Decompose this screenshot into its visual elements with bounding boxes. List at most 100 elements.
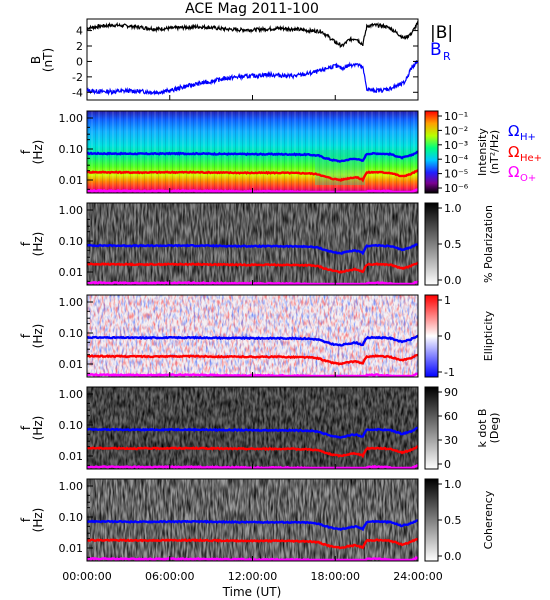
- panel-1-tick-label: 2: [76, 40, 83, 53]
- panel-6-tick-label: 0.10: [59, 511, 84, 524]
- colorbar-ellipticity-ticks: 1 0 -1: [438, 294, 455, 379]
- panel-2-tick-label: 0.10: [59, 143, 84, 156]
- panel-2-tick-label: 0.01: [59, 174, 84, 187]
- gyro-h-plus-line: [87, 150, 418, 163]
- colorbar-coherency-label: Coherency: [482, 490, 495, 549]
- colorbar-tick-label: 0: [444, 458, 451, 471]
- panel-5-tick-label: 0.01: [59, 450, 84, 463]
- time-tick-label: 06:00:00: [145, 570, 194, 583]
- panel-polarization: 1.00 0.10 0.01 f (Hz) 1.0 0.5 0.0 % Polariza…: [19, 202, 495, 287]
- colorbar-tick-label: 0.0: [444, 274, 462, 287]
- panel-3-ylabel: f: [19, 241, 33, 246]
- legend-omega-o: Ω: [508, 163, 519, 181]
- panel-5-y-ticks: 1.00 0.10 0.01: [59, 388, 93, 466]
- time-tick-label: 24:00:00: [393, 570, 442, 583]
- panel-6-yunit: (Hz): [31, 508, 45, 533]
- colorbar-kdotb: [424, 386, 439, 470]
- colorbar-tick-label: 0.5: [444, 238, 462, 251]
- colorbar-tick-label: 10⁻¹: [444, 110, 468, 123]
- colorbar-kdotb-unit: (Deg): [488, 413, 501, 444]
- panel-6-image: [87, 479, 418, 561]
- colorbar-tick-label: 10⁻²: [444, 124, 468, 137]
- colorbar-polarization: [424, 202, 439, 286]
- colorbar-tick-label: 0.5: [444, 514, 462, 527]
- panel-6-tick-label: 0.01: [59, 542, 84, 555]
- colorbar-tick-label: 0: [444, 330, 451, 343]
- panel-4-tick-label: 0.10: [59, 327, 84, 340]
- legend-btot: |B|: [430, 23, 453, 43]
- colorbar-tick-label: 60: [444, 410, 458, 423]
- colorbar-tick-label: 1.0: [444, 478, 462, 491]
- panel-6-y-ticks: 1.00 0.10 0.01: [59, 480, 93, 558]
- figure-title: ACE Mag 2011-100: [185, 1, 319, 17]
- panel-4-tick-label: 1.00: [59, 296, 84, 309]
- gyro-he-plus-line: [86, 445, 419, 459]
- colorbar-intensity-unit: (nT²/Hz): [488, 130, 501, 174]
- colorbar-tick-label: 30: [444, 434, 458, 447]
- panel-1-frame: [86, 18, 419, 101]
- panel-magnetic-field: 4 2 0 -2 -4 B (nT) |B| B R: [29, 18, 453, 101]
- time-axis-label: Time (UT): [222, 585, 282, 599]
- panel-coherency: 1.00 0.10 0.01 f (Hz) 1.0 0.5 0.0 Coherency: [19, 478, 495, 563]
- panel-5-image: [87, 387, 418, 469]
- panel-1-tick-label: 4: [76, 25, 83, 38]
- panel-k-dot-b: 1.00 0.10 0.01 f (Hz) 90 60 30 0 k dot B (Deg…: [19, 386, 501, 471]
- gyro-h-plus-line: [86, 519, 419, 532]
- panel-2-yunit: (Hz): [31, 140, 45, 165]
- time-tick-label: 00:00:00: [62, 570, 111, 583]
- gyro-he-plus-line: [86, 261, 419, 274]
- panel-1-y-ticks: 4 2 0 -2 -4: [72, 25, 418, 99]
- panel-5-ylabel: f: [19, 425, 33, 430]
- colorbar-ellipticity-label: Ellipticity: [482, 310, 495, 361]
- legend-omega-he-sub: He+: [520, 153, 542, 164]
- panel-4-blue: [87, 295, 418, 377]
- legend-br: B: [430, 40, 442, 60]
- panel-2-tick-label: 1.00: [59, 112, 84, 125]
- panel-4-y-ticks: 1.00 0.10 0.01: [59, 296, 93, 374]
- time-tick-label: 18:00:00: [311, 570, 360, 583]
- colorbar-kdotb-label: k dot B: [476, 409, 489, 448]
- panel-5-tick-label: 0.10: [59, 419, 84, 432]
- gyro-he-plus-line: [87, 537, 419, 550]
- time-tick-label: 12:00:00: [228, 570, 277, 583]
- gyro-he-plus-line: [86, 353, 418, 366]
- panel-4-yunit: (Hz): [31, 324, 45, 349]
- colorbar-tick-label: -1: [444, 366, 455, 379]
- colorbar-kdotb-ticks: 90 60 30 0: [438, 386, 458, 471]
- panel-3-y-ticks: 1.00 0.10 0.01: [59, 204, 93, 282]
- gyro-h-plus-line: [86, 334, 419, 347]
- panel-1-tick-label: 0: [76, 55, 83, 68]
- panel-3-tick-label: 0.10: [59, 235, 84, 248]
- colorbar-intensity-label: Intensity: [476, 128, 489, 176]
- panel-1-tick-label: -2: [72, 71, 83, 84]
- colorbar-coherency: [424, 478, 439, 562]
- gyro-he-plus-line: [86, 169, 419, 183]
- gyro-h-plus-line: [86, 243, 419, 256]
- colorbar-tick-label: 1.0: [444, 202, 462, 215]
- panel-1-ylabel: B: [29, 56, 43, 64]
- panel-3-tick-label: 1.00: [59, 204, 84, 217]
- colorbar-tick-label: 10⁻³: [444, 139, 468, 152]
- panel-3-image: [87, 203, 418, 285]
- panel-1-yunit: (nT): [41, 48, 55, 72]
- gyro-h-plus-line: [86, 426, 419, 439]
- legend-omega-h: Ω: [508, 122, 519, 140]
- panel-4-tick-label: 0.01: [59, 358, 84, 371]
- colorbar-intensity: [424, 110, 439, 194]
- colorbar-tick-label: 10⁻⁵: [444, 168, 468, 181]
- legend-omega-o-sub: O+: [520, 173, 536, 184]
- panel-5-tick-label: 1.00: [59, 388, 84, 401]
- legend-omega-he: Ω: [508, 143, 519, 161]
- colorbar-polarization-ticks: 1.0 0.5 0.0: [438, 202, 462, 287]
- panel-ellipticity: 1.00 0.10 0.01 f (Hz) 1 0 -1 Ellipticity: [19, 294, 495, 379]
- colorbar-coherency-ticks: 1.0 0.5 0.0: [438, 478, 462, 563]
- colorbar-tick-label: 1: [444, 294, 451, 307]
- legend-br-sub: R: [443, 50, 451, 63]
- colorbar-intensity-ticks: 10⁻¹10⁻² 10⁻³10⁻⁴ 10⁻⁵10⁻⁶: [438, 110, 469, 195]
- panel-5-yunit: (Hz): [31, 416, 45, 441]
- btot-line: [86, 21, 419, 49]
- colorbar-ellipticity: [424, 294, 439, 378]
- time-axis: 00:00:00 06:00:00 12:00:00 18:00:00 24:00:00: [62, 95, 443, 583]
- colorbar-tick-label: 10⁻⁴: [444, 153, 469, 166]
